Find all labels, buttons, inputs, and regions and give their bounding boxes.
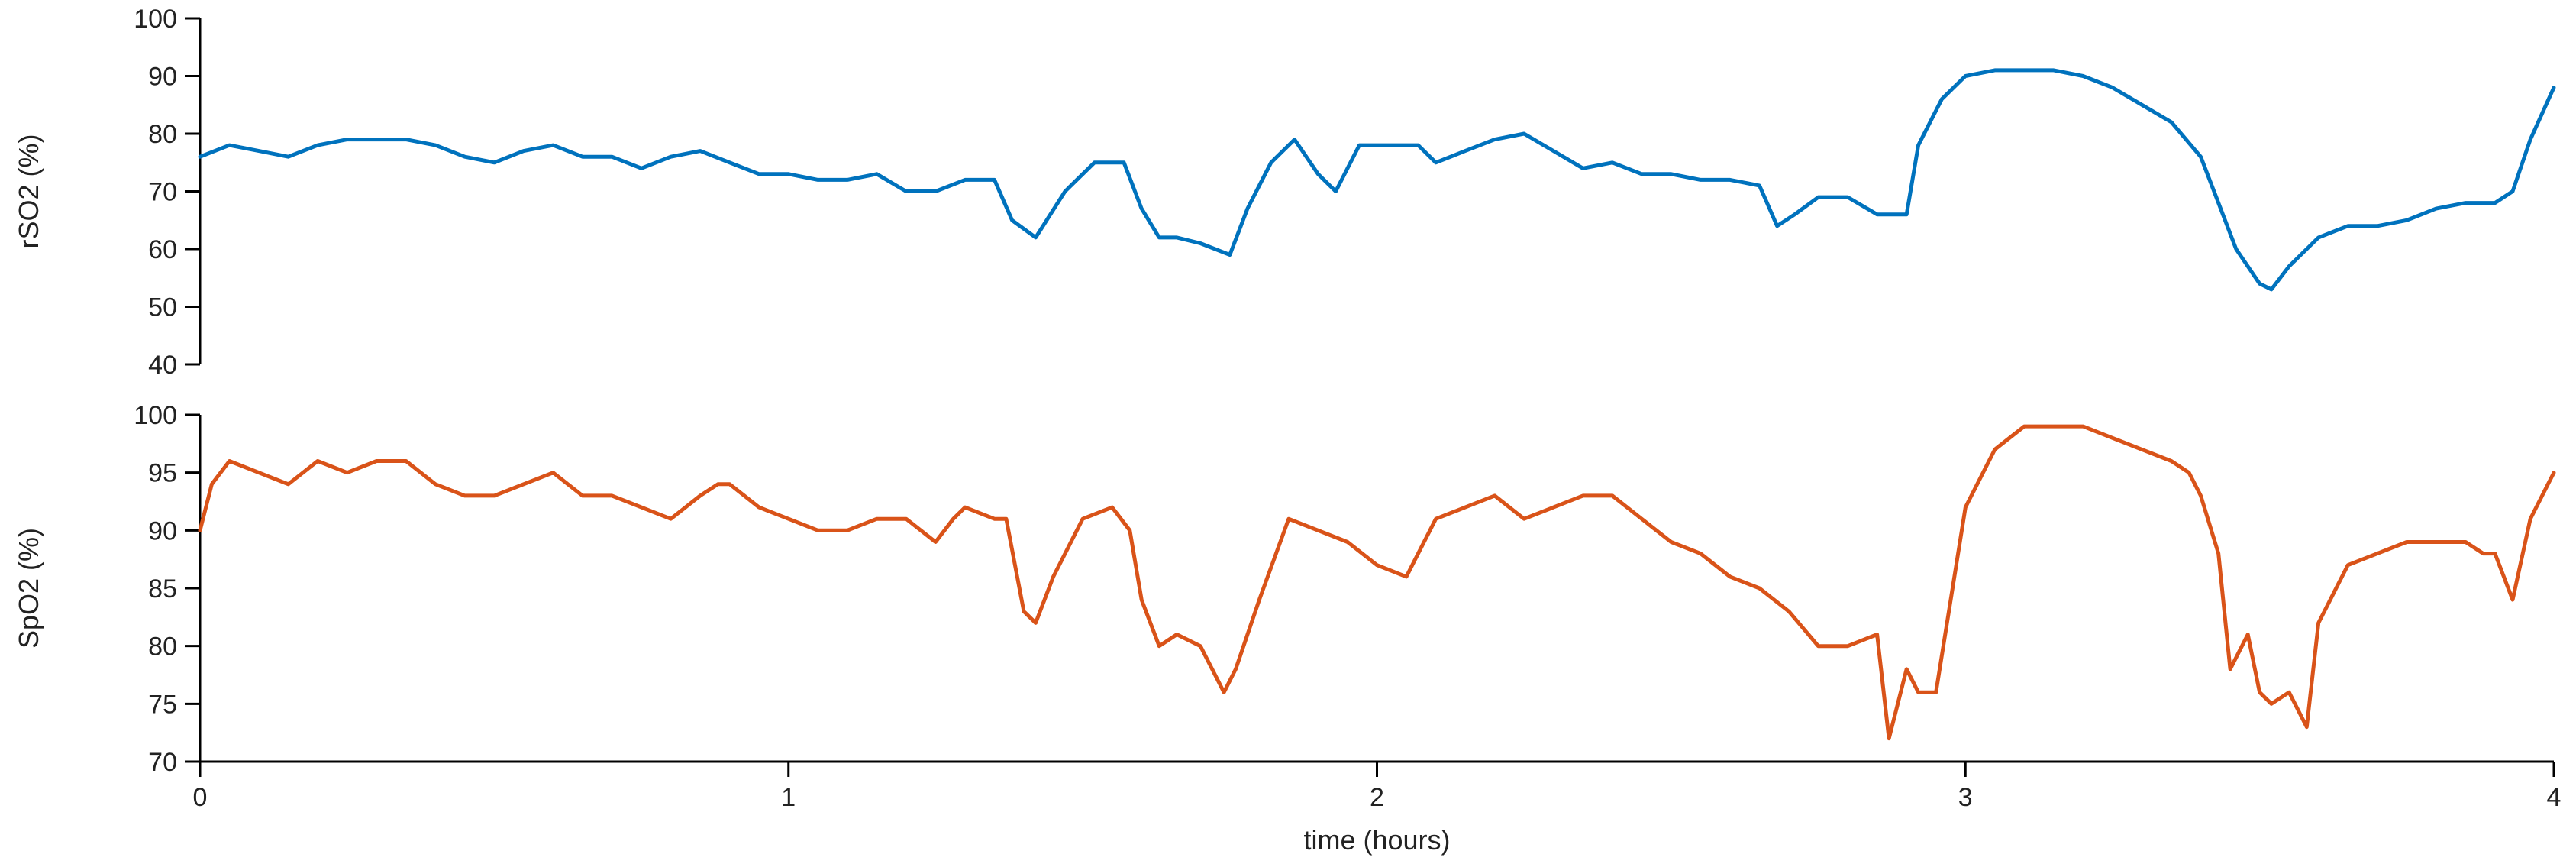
y-tick-label: 90	[148, 63, 177, 92]
x-axis-title: time (hours)	[1303, 824, 1450, 856]
y-axis-title: rSO2 (%)	[13, 134, 44, 248]
y-tick-label: 70	[148, 748, 177, 777]
x-tick-label: 2	[1370, 783, 1384, 812]
y-tick-label: 70	[148, 178, 177, 207]
y-tick-label: 100	[134, 401, 177, 430]
y-tick-label: 90	[148, 516, 177, 545]
y-tick-label: 80	[148, 633, 177, 662]
x-tick-label: 4	[2547, 783, 2561, 812]
y-axis-title: SpO2 (%)	[13, 528, 44, 649]
y-tick-label: 50	[148, 293, 177, 322]
series-line-1	[198, 68, 2556, 292]
series-line-2	[198, 424, 2556, 741]
y-tick-label: 85	[148, 574, 177, 604]
y-tick-label: 75	[148, 690, 177, 719]
y-tick-label: 80	[148, 120, 177, 149]
chart-panel-2: 70 75 80 85 90 95 100 SpO2 (%) 0 1 2 3 4 time (hours)	[13, 401, 2561, 856]
y-tick-label: 40	[148, 351, 177, 380]
chart-panel-1: 40 50 60 70 80 90 100 rSO2 (%)	[13, 5, 2556, 380]
x-tick-label: 3	[1958, 783, 1973, 812]
y-tick-label: 60	[148, 235, 177, 264]
y-tick-label: 100	[134, 5, 177, 34]
x-tick-label: 1	[781, 783, 796, 812]
y-tick-label: 95	[148, 459, 177, 488]
x-tick-label: 0	[193, 783, 208, 812]
